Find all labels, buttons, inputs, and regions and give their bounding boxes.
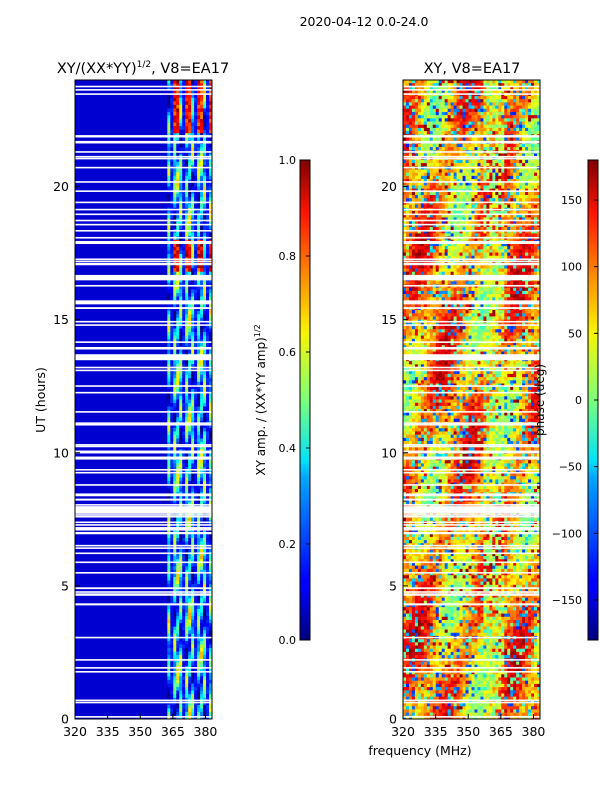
colorbar-tick-label: 0.0 [279,634,297,647]
panel2-axes: 320 335 350 365 380 0 5 10 15 20 [381,179,545,739]
colorbar1-label: XY amp. / (XX*YY amp)1/2 [253,324,268,475]
colorbar-tick-label: −150 [552,594,582,607]
panel-amplitude-ratio: XY/(XX*YY)1/2, V8=EA17 320 335 350 365 380 0 5… [53,60,229,739]
x-tick-label: 350 [456,724,480,739]
colorbar-tick-label: 50 [568,327,582,340]
y-tick-label: 0 [389,712,397,727]
x-tick-label: 350 [128,724,152,739]
colorbar-tick-label: 0 [575,394,582,407]
panel2-frame [402,79,541,720]
colorbar-tick-label: 150 [561,194,582,207]
colorbar-tick-label: −50 [559,461,582,474]
colorbar1-scale [299,159,311,641]
y-axis-label: UT (hours) [33,367,48,433]
y-tick-label: 10 [381,445,397,460]
colorbar-tick-label: 1.0 [279,154,297,167]
panel-xy-phase: XY, V8=EA17 320 335 350 365 380 0 5 10 15 20 [381,61,545,739]
colorbar-tick-label: 0.8 [279,250,297,263]
x-axis-label: frequency (MHz) [368,743,471,758]
y-tick-label: 5 [389,578,397,593]
colorbar-tick-label: −100 [552,527,582,540]
y-tick-label: 15 [53,312,69,327]
x-tick-label: 365 [489,724,513,739]
x-tick-label: 320 [391,724,415,739]
colorbar-tick-label: 100 [561,261,582,274]
figure-suptitle: 2020-04-12 0.0-24.0 [300,14,429,29]
x-tick-label: 320 [63,724,87,739]
x-tick-label: 335 [424,724,448,739]
y-tick-label: 15 [381,312,397,327]
colorbar2-label: phase (deg) [533,364,547,436]
colorbar-tick-label: 0.4 [279,442,297,455]
colorbar-phase: −150 −100 −50 0 50 100 150 phase (deg) [533,159,599,641]
colorbar-tick-label: 0.6 [279,346,297,359]
panel2-title: XY, V8=EA17 [424,61,521,77]
panel1-heatmap [75,80,212,719]
y-tick-label: 10 [53,445,69,460]
panel1-frame [74,79,213,720]
y-tick-label: 0 [61,712,69,727]
y-tick-label: 20 [381,179,397,194]
colorbar-amplitude: 0.0 0.2 0.4 0.6 0.8 1.0 XY amp. / (XX*YY amp)… [253,154,311,647]
panel2-heatmap [403,80,540,719]
x-tick-label: 365 [161,724,185,739]
panel1-axes: 320 335 350 365 380 0 5 10 15 20 [53,179,217,739]
x-tick-label: 335 [96,724,120,739]
x-tick-label: 380 [522,724,546,739]
colorbar-tick-label: 0.2 [279,538,297,551]
y-tick-label: 5 [61,578,69,593]
x-tick-label: 380 [194,724,218,739]
y-tick-label: 20 [53,179,69,194]
panel1-title: XY/(XX*YY)1/2, V8=EA17 [57,60,229,77]
